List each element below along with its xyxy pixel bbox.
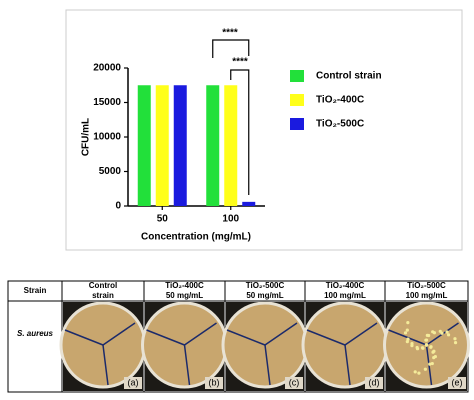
- colony: [445, 330, 449, 334]
- x-tick-label: 50: [157, 214, 169, 225]
- bar: [224, 85, 238, 206]
- panel-tag-bg: [124, 377, 142, 389]
- bar: [173, 85, 187, 206]
- panel-tag-bg: [205, 377, 223, 389]
- dish-divider: [64, 329, 104, 346]
- y-axis-label: CFU/mL: [81, 118, 92, 156]
- colony: [406, 321, 410, 325]
- colony: [417, 371, 421, 375]
- colony: [432, 356, 436, 360]
- header-cell: TiO₂-400C: [326, 281, 365, 290]
- colony: [424, 343, 429, 347]
- legend-swatch: [290, 70, 304, 82]
- header-cell: TiO₂-400C: [165, 281, 204, 290]
- header-cell: 50 mg/mL: [166, 291, 203, 300]
- colony: [405, 340, 409, 344]
- dish-divider: [102, 322, 136, 346]
- dish-divider: [306, 329, 346, 346]
- colony: [431, 350, 435, 354]
- y-tick-label: 15000: [93, 97, 121, 108]
- dish-divider: [184, 322, 217, 346]
- y-tick-label: 0: [115, 201, 121, 212]
- panel-label: (d): [369, 377, 380, 387]
- colony: [453, 341, 458, 345]
- dish-divider: [344, 344, 351, 386]
- colony: [440, 331, 444, 335]
- colony: [429, 345, 433, 349]
- dish-divider: [344, 322, 378, 346]
- panel-label: (e): [452, 377, 463, 387]
- significance: ****: [222, 28, 238, 39]
- colony: [427, 333, 431, 338]
- panel-tag-bg: [365, 377, 383, 389]
- header-cell: Control: [89, 281, 117, 290]
- colony: [405, 328, 409, 332]
- bar: [242, 201, 256, 206]
- x-axis-label: Concentration (mg/mL): [141, 232, 251, 243]
- dish-divider: [388, 329, 427, 346]
- y-tick-label: 10000: [93, 132, 121, 143]
- legend-label: TiO₂-400C: [316, 95, 364, 106]
- colony: [424, 338, 429, 342]
- chart-frame: [65, 9, 463, 251]
- y-tick-label: 5000: [99, 166, 122, 177]
- bracket: [230, 69, 250, 195]
- x-tick-label: 100: [222, 214, 239, 225]
- header-cell: TiO₂-500C: [407, 281, 446, 290]
- legend-label: Control strain: [316, 71, 382, 82]
- bar: [137, 85, 151, 206]
- colony: [446, 333, 451, 337]
- colony: [406, 337, 410, 341]
- legend-swatch: [290, 94, 304, 106]
- colony: [428, 362, 432, 366]
- colony: [430, 361, 434, 366]
- header-cell: 50 mg/mL: [246, 291, 283, 300]
- legend-label: TiO₂-500C: [316, 119, 364, 130]
- y-tick-label: 20000: [93, 63, 121, 74]
- header-cell: strain: [92, 291, 114, 300]
- colony: [453, 337, 457, 341]
- legend-swatch: [290, 118, 304, 130]
- header-cell: TiO₂-500C: [246, 281, 285, 290]
- row-label: S. aureus: [17, 329, 54, 338]
- colony: [413, 370, 417, 374]
- dish-divider: [264, 322, 298, 346]
- panel-label: (c): [289, 377, 300, 387]
- panel-tag-bg: [285, 377, 303, 389]
- colony: [423, 367, 427, 371]
- panel-label: (b): [209, 377, 220, 387]
- significance: ****: [232, 57, 248, 68]
- panel-tag-bg: [448, 377, 466, 389]
- dish-divider: [183, 344, 191, 386]
- colony: [420, 346, 425, 350]
- dish-divider: [226, 329, 266, 346]
- dish-divider: [102, 344, 109, 386]
- header-cell: 100 mg/mL: [406, 291, 448, 300]
- colony: [403, 331, 408, 335]
- colony: [432, 331, 436, 335]
- bar: [155, 85, 169, 206]
- bracket: [212, 39, 250, 58]
- panel-label: (a): [128, 377, 139, 387]
- dish-divider: [146, 329, 185, 346]
- bar: [206, 85, 220, 206]
- header-cell: Strain: [24, 286, 47, 295]
- dish-divider: [264, 344, 271, 386]
- colony: [415, 345, 419, 350]
- colony: [410, 342, 414, 346]
- header-cell: 100 mg/mL: [324, 291, 366, 300]
